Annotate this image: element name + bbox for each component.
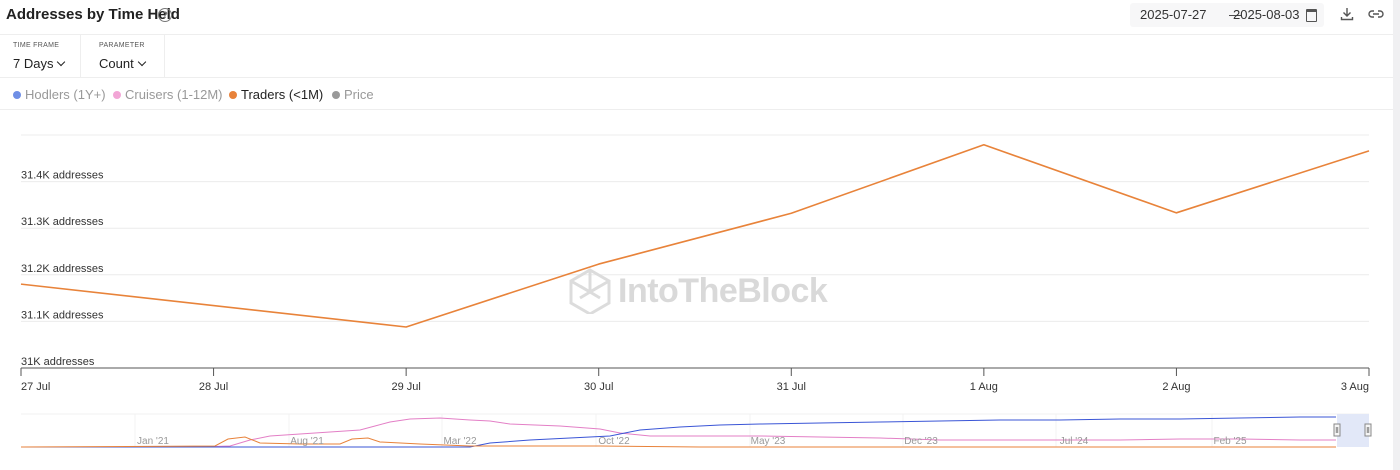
date-end: 2025-08-03 — [1233, 7, 1300, 22]
chevron-down-icon — [57, 57, 66, 67]
watermark: IntoTheBlock — [568, 268, 828, 316]
date-start: 2025-07-27 — [1140, 7, 1207, 22]
x-tick-label: 2 Aug — [1162, 381, 1190, 393]
y-tick-label: 31K addresses — [21, 356, 95, 368]
parameter-label: PARAMETER — [99, 42, 145, 49]
watermark-text: IntoTheBlock — [618, 272, 828, 310]
x-tick-label: 1 Aug — [970, 381, 998, 393]
x-tick-label: 27 Jul — [21, 381, 50, 393]
legend-label: Cruisers (1-12M) — [125, 87, 223, 102]
x-tick-label: 28 Jul — [199, 381, 228, 393]
legend-item-hodlers[interactable]: Hodlers (1Y+) — [13, 87, 106, 102]
y-tick-label: 31.1K addresses — [21, 309, 104, 321]
navigator-hodlers-line — [21, 416, 1336, 448]
navigator-label: Jul '24 — [1060, 436, 1089, 447]
y-tick-label: 31.3K addresses — [21, 216, 104, 228]
x-tick-label: 29 Jul — [391, 381, 420, 393]
legend-item-price[interactable]: Price — [332, 87, 374, 102]
navigator-labels: Jan '21 Aug '21 Mar '22 Oct '22 May '23 Dec '… — [137, 436, 1247, 447]
timeframe-value: 7 Days — [13, 56, 54, 71]
navigator-label: Oct '22 — [598, 436, 630, 447]
navigator-label: Feb '25 — [1213, 436, 1246, 447]
link-icon[interactable] — [1367, 6, 1385, 22]
navigator-handle-right[interactable] — [1364, 423, 1372, 437]
scrollbar-track[interactable] — [1393, 0, 1400, 470]
date-separator: — — [1229, 7, 1242, 22]
navigator-label: Mar '22 — [443, 436, 476, 447]
legend-dot — [13, 91, 21, 99]
legend-dot — [332, 91, 340, 99]
x-tick-label: 31 Jul — [777, 381, 806, 393]
chart-controls: TIME FRAME 7 Days PARAMETER Count — [0, 35, 1393, 78]
navigator[interactable]: Jan '21 Aug '21 Mar '22 Oct '22 May '23 Dec '… — [20, 413, 1372, 448]
chart-legend: Hodlers (1Y+) Cruisers (1-12M) Traders (… — [0, 78, 1393, 110]
y-tick-label: 31.2K addresses — [21, 263, 104, 275]
calendar-icon[interactable] — [1306, 9, 1317, 22]
download-icon[interactable] — [1339, 6, 1355, 22]
watermark-logo-icon — [569, 268, 611, 314]
x-tick-label: 30 Jul — [584, 381, 613, 393]
legend-label: Price — [344, 87, 374, 102]
legend-dot — [113, 91, 121, 99]
y-tick-label: 31.4K addresses — [21, 170, 104, 182]
navigator-cruisers-line — [21, 417, 1336, 448]
x-tick-label: 3 Aug — [1341, 381, 1369, 393]
navigator-selection[interactable] — [1337, 414, 1369, 447]
parameter-select[interactable]: PARAMETER Count — [86, 35, 165, 77]
legend-label: Traders (<1M) — [241, 87, 324, 102]
timeframe-select[interactable]: TIME FRAME 7 Days — [0, 35, 81, 77]
chart-area: 31K addresses 31.1K addresses 31.2K addres… — [20, 134, 1372, 448]
navigator-label: May '23 — [751, 436, 786, 447]
chart-title: Addresses by Time Held — [6, 6, 180, 23]
chevron-down-icon — [137, 57, 146, 67]
series-traders — [20, 143, 1370, 328]
y-axis-tick-labels: 31K addresses 31.1K addresses 31.2K addres… — [21, 170, 104, 368]
timeframe-label: TIME FRAME — [13, 42, 60, 49]
navigator-label: Aug '21 — [290, 436, 324, 447]
legend-dot — [229, 91, 237, 99]
question-circle-icon[interactable]: ? — [158, 8, 172, 22]
navigator-handle-left[interactable] — [1333, 423, 1341, 437]
navigator-label: Dec '23 — [904, 436, 938, 447]
date-range-picker[interactable]: 2025-07-27 — 2025-08-03 — [1130, 3, 1324, 27]
navigator-traders-line — [20, 436, 1336, 448]
x-axis-ticks: 27 Jul 28 Jul 29 Jul 30 Jul 31 Jul 1 Aug 2 Aug… — [20, 368, 1370, 393]
navigator-label: Jan '21 — [137, 436, 169, 447]
legend-item-traders[interactable]: Traders (<1M) — [229, 87, 323, 102]
legend-item-cruisers[interactable]: Cruisers (1-12M) — [113, 87, 223, 102]
chart-header: Addresses by Time Held ? 2025-07-27 — 20… — [0, 0, 1393, 35]
legend-label: Hodlers (1Y+) — [25, 87, 106, 102]
navigator-grid — [134, 414, 1213, 447]
grid-lines — [21, 134, 1369, 369]
parameter-value: Count — [99, 56, 134, 71]
